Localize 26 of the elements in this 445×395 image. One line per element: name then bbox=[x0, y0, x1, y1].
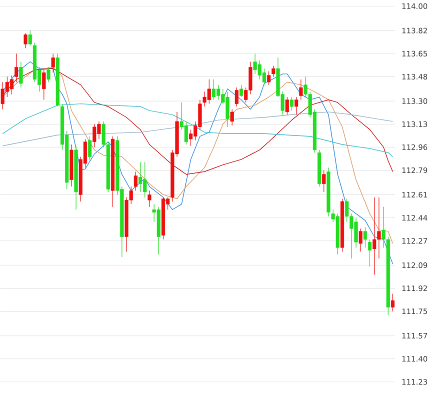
candlestick bbox=[234, 87, 238, 107]
candlestick bbox=[24, 32, 28, 48]
candlestick bbox=[239, 84, 244, 98]
candlestick bbox=[368, 238, 372, 267]
candlestick bbox=[267, 70, 271, 85]
candlestick bbox=[390, 293, 395, 312]
candlestick bbox=[14, 53, 18, 82]
candlestick bbox=[46, 66, 50, 82]
candlestick bbox=[88, 136, 92, 161]
candlestick bbox=[322, 170, 326, 192]
candlestick bbox=[42, 69, 46, 100]
candlestick bbox=[285, 96, 289, 115]
candlestick bbox=[51, 53, 55, 73]
candlestick bbox=[358, 228, 362, 252]
candlestick bbox=[294, 96, 298, 115]
candlestick bbox=[363, 226, 367, 248]
line-series bbox=[2, 103, 394, 157]
candlestick bbox=[272, 65, 276, 77]
candlestick bbox=[134, 171, 138, 191]
candlestick bbox=[299, 78, 303, 100]
candlestick bbox=[19, 61, 23, 88]
candlestick bbox=[148, 190, 152, 207]
candlestick bbox=[230, 108, 234, 126]
line-series bbox=[2, 111, 394, 146]
candlestick bbox=[290, 96, 294, 111]
candlestick bbox=[28, 30, 32, 46]
